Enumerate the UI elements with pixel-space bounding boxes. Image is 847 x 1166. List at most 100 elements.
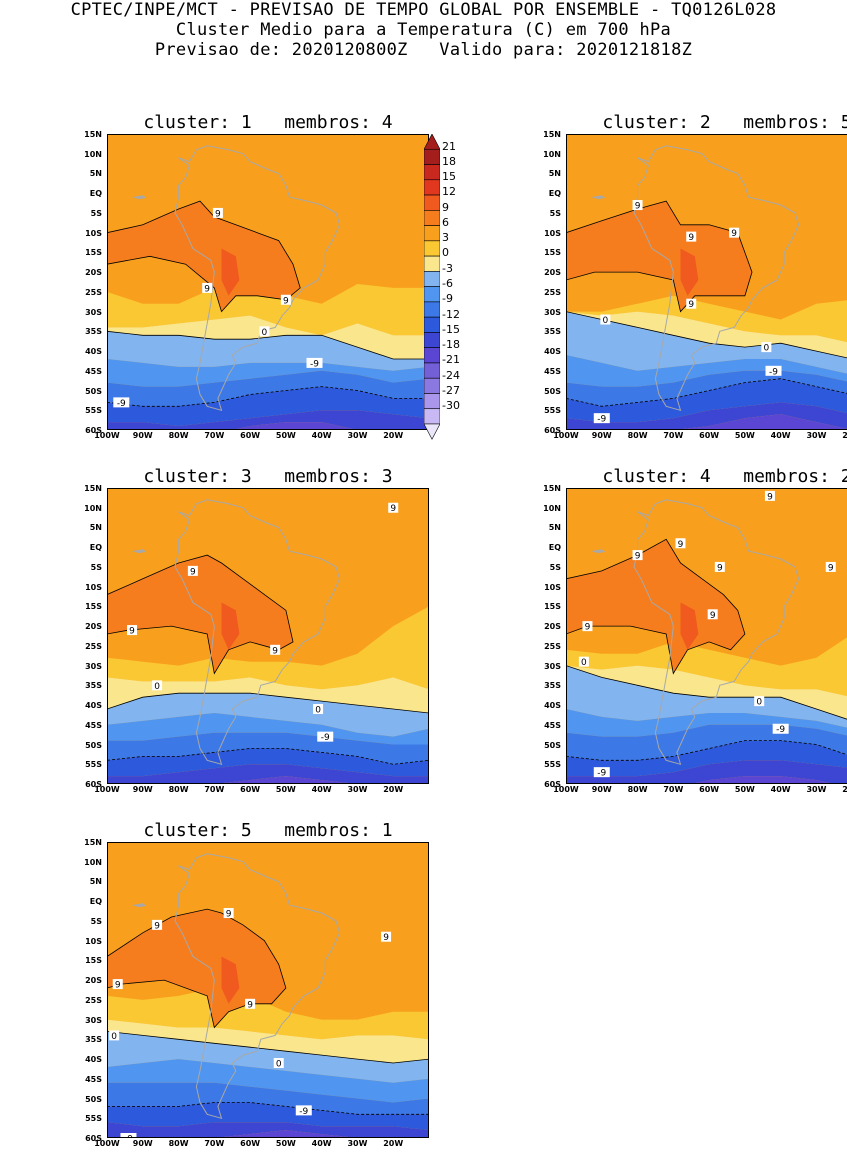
lon-tick-label: 40W: [311, 785, 332, 794]
galapagos: [132, 549, 147, 554]
svg-text:0: 0: [262, 328, 268, 338]
lon-tick-label: 60W: [240, 431, 261, 440]
lat-tick-label: 25S: [544, 287, 561, 297]
panel-title: cluster: 3 membros: 3: [143, 466, 393, 487]
lat-tick-label: 60S: [85, 780, 102, 789]
colorbar-swatch: [424, 179, 440, 196]
warm-region-12: [221, 248, 240, 296]
lon-tick-label: 70W: [204, 1139, 225, 1148]
lat-tick-label: 40S: [85, 1055, 102, 1065]
coastline: [633, 499, 800, 766]
colorbar-swatch: [424, 408, 440, 425]
band-3: [566, 637, 847, 697]
svg-text:0: 0: [581, 658, 587, 668]
warm-region-9: [107, 908, 287, 1029]
contour-label: 9: [582, 621, 593, 633]
band-3: [107, 988, 429, 1040]
map-frame: [566, 488, 847, 784]
lat-tick-label: 10S: [544, 228, 561, 238]
colorbar-label: -21: [442, 353, 460, 367]
colorbar-swatch: [424, 362, 440, 379]
colorbar-label: 6: [442, 215, 449, 229]
contour-minus-9: [566, 740, 847, 761]
contour-label: 9: [714, 561, 725, 573]
svg-text:9: 9: [635, 202, 641, 212]
contour-label: 0: [109, 1030, 120, 1042]
lat-tick-label: 15N: [84, 484, 102, 493]
lat-tick-label: 55S: [85, 760, 102, 770]
warm-region-12: [221, 602, 240, 650]
svg-text:9: 9: [204, 284, 210, 294]
lat-tick-label: 5N: [548, 523, 561, 533]
colorbar-swatch: [424, 164, 440, 181]
contour-label: 0: [754, 696, 765, 708]
lat-tick-label: 25S: [85, 995, 102, 1005]
contour-label: 9: [729, 227, 740, 239]
warm-region-9: [107, 200, 301, 313]
lat-tick-label: 5N: [89, 169, 102, 179]
lat-tick-label: 10N: [84, 149, 102, 159]
contour-label: 9: [381, 931, 392, 943]
map-frame: [107, 842, 429, 1138]
band-minus-12: [107, 386, 429, 427]
lat-tick-label: 20S: [544, 622, 561, 632]
cluster-panel-4: cluster: 4 membros: 2 9 9 9 9 9 9 9 0 0 -9 -9 15N 10N…: [505, 467, 847, 812]
band-minus-9: [107, 370, 429, 407]
colorbar-label: -3: [442, 261, 453, 275]
colorbar-max-arrow: [424, 134, 440, 150]
band-minus-15: [566, 760, 847, 784]
cluster-panel-5: cluster: 5 membros: 1 9 9 9 9 9 0 0 -9 -9 15N 10N 5N…: [46, 821, 446, 1166]
band-minus-3: [566, 665, 847, 728]
figure-title: CPTEC/INPE/MCT - PREVISAO DE TEMPO GLOBA…: [0, 0, 847, 60]
lon-tick-label: 80W: [627, 431, 648, 440]
lon-tick-label: 90W: [591, 431, 612, 440]
lon-tick-label: 70W: [663, 431, 684, 440]
lon-tick-label: 30W: [347, 431, 368, 440]
lon-tick-label: 20W: [383, 785, 404, 794]
contour-label: 9: [280, 294, 291, 306]
colorbar-swatch: [424, 225, 440, 242]
svg-text:9: 9: [710, 611, 716, 621]
lat-tick-label: 10S: [85, 582, 102, 592]
contour-label: 9: [388, 502, 399, 514]
svg-text:9: 9: [272, 646, 278, 656]
band-0: [566, 665, 847, 720]
band-minus-3: [566, 311, 847, 374]
svg-text:-9: -9: [117, 399, 126, 409]
colorbar-label: 0: [442, 246, 449, 260]
colorbar-label: -30: [442, 399, 460, 413]
lat-tick-label: 40S: [85, 347, 102, 357]
contour-label: 0: [578, 656, 589, 668]
contour-label: -9: [593, 767, 610, 779]
lon-tick-label: 30W: [347, 785, 368, 794]
lat-tick-label: 25S: [85, 641, 102, 651]
lat-tick-label: 60S: [544, 780, 561, 789]
contour-label: 9: [686, 231, 697, 243]
panel-title: cluster: 4 membros: 2: [602, 466, 847, 487]
svg-text:9: 9: [678, 540, 684, 550]
lat-tick-label: 15S: [544, 602, 561, 612]
temperature-map: 9 9 9 9 9 0 0 -9 -9: [107, 842, 429, 1138]
lat-tick-label: 35S: [544, 681, 561, 691]
band-minus-15: [107, 410, 429, 430]
lat-tick-label: 40S: [544, 347, 561, 357]
lat-tick-label: EQ: [89, 897, 102, 907]
contour-label: 9: [686, 298, 697, 310]
svg-text:0: 0: [315, 706, 321, 716]
lon-tick-label: 60W: [240, 1139, 261, 1148]
colorbar-label: -6: [442, 277, 453, 290]
contour-label: -9: [317, 731, 334, 743]
lat-tick-label: 60S: [85, 1134, 102, 1143]
svg-text:9: 9: [688, 300, 694, 310]
lat-tick-label: 20S: [544, 268, 561, 278]
contour-label: 9: [632, 550, 643, 562]
lat-tick-label: 15S: [544, 248, 561, 258]
contour-minus-9: [566, 378, 847, 407]
band-minus-6: [107, 713, 429, 745]
lat-tick-label: 15S: [85, 248, 102, 258]
lat-tick-label: 20S: [85, 622, 102, 632]
lat-tick-label: 35S: [85, 1035, 102, 1045]
lat-tick-label: 50S: [544, 386, 561, 396]
band-minus-3: [107, 331, 429, 371]
contour-label: -9: [765, 365, 782, 377]
